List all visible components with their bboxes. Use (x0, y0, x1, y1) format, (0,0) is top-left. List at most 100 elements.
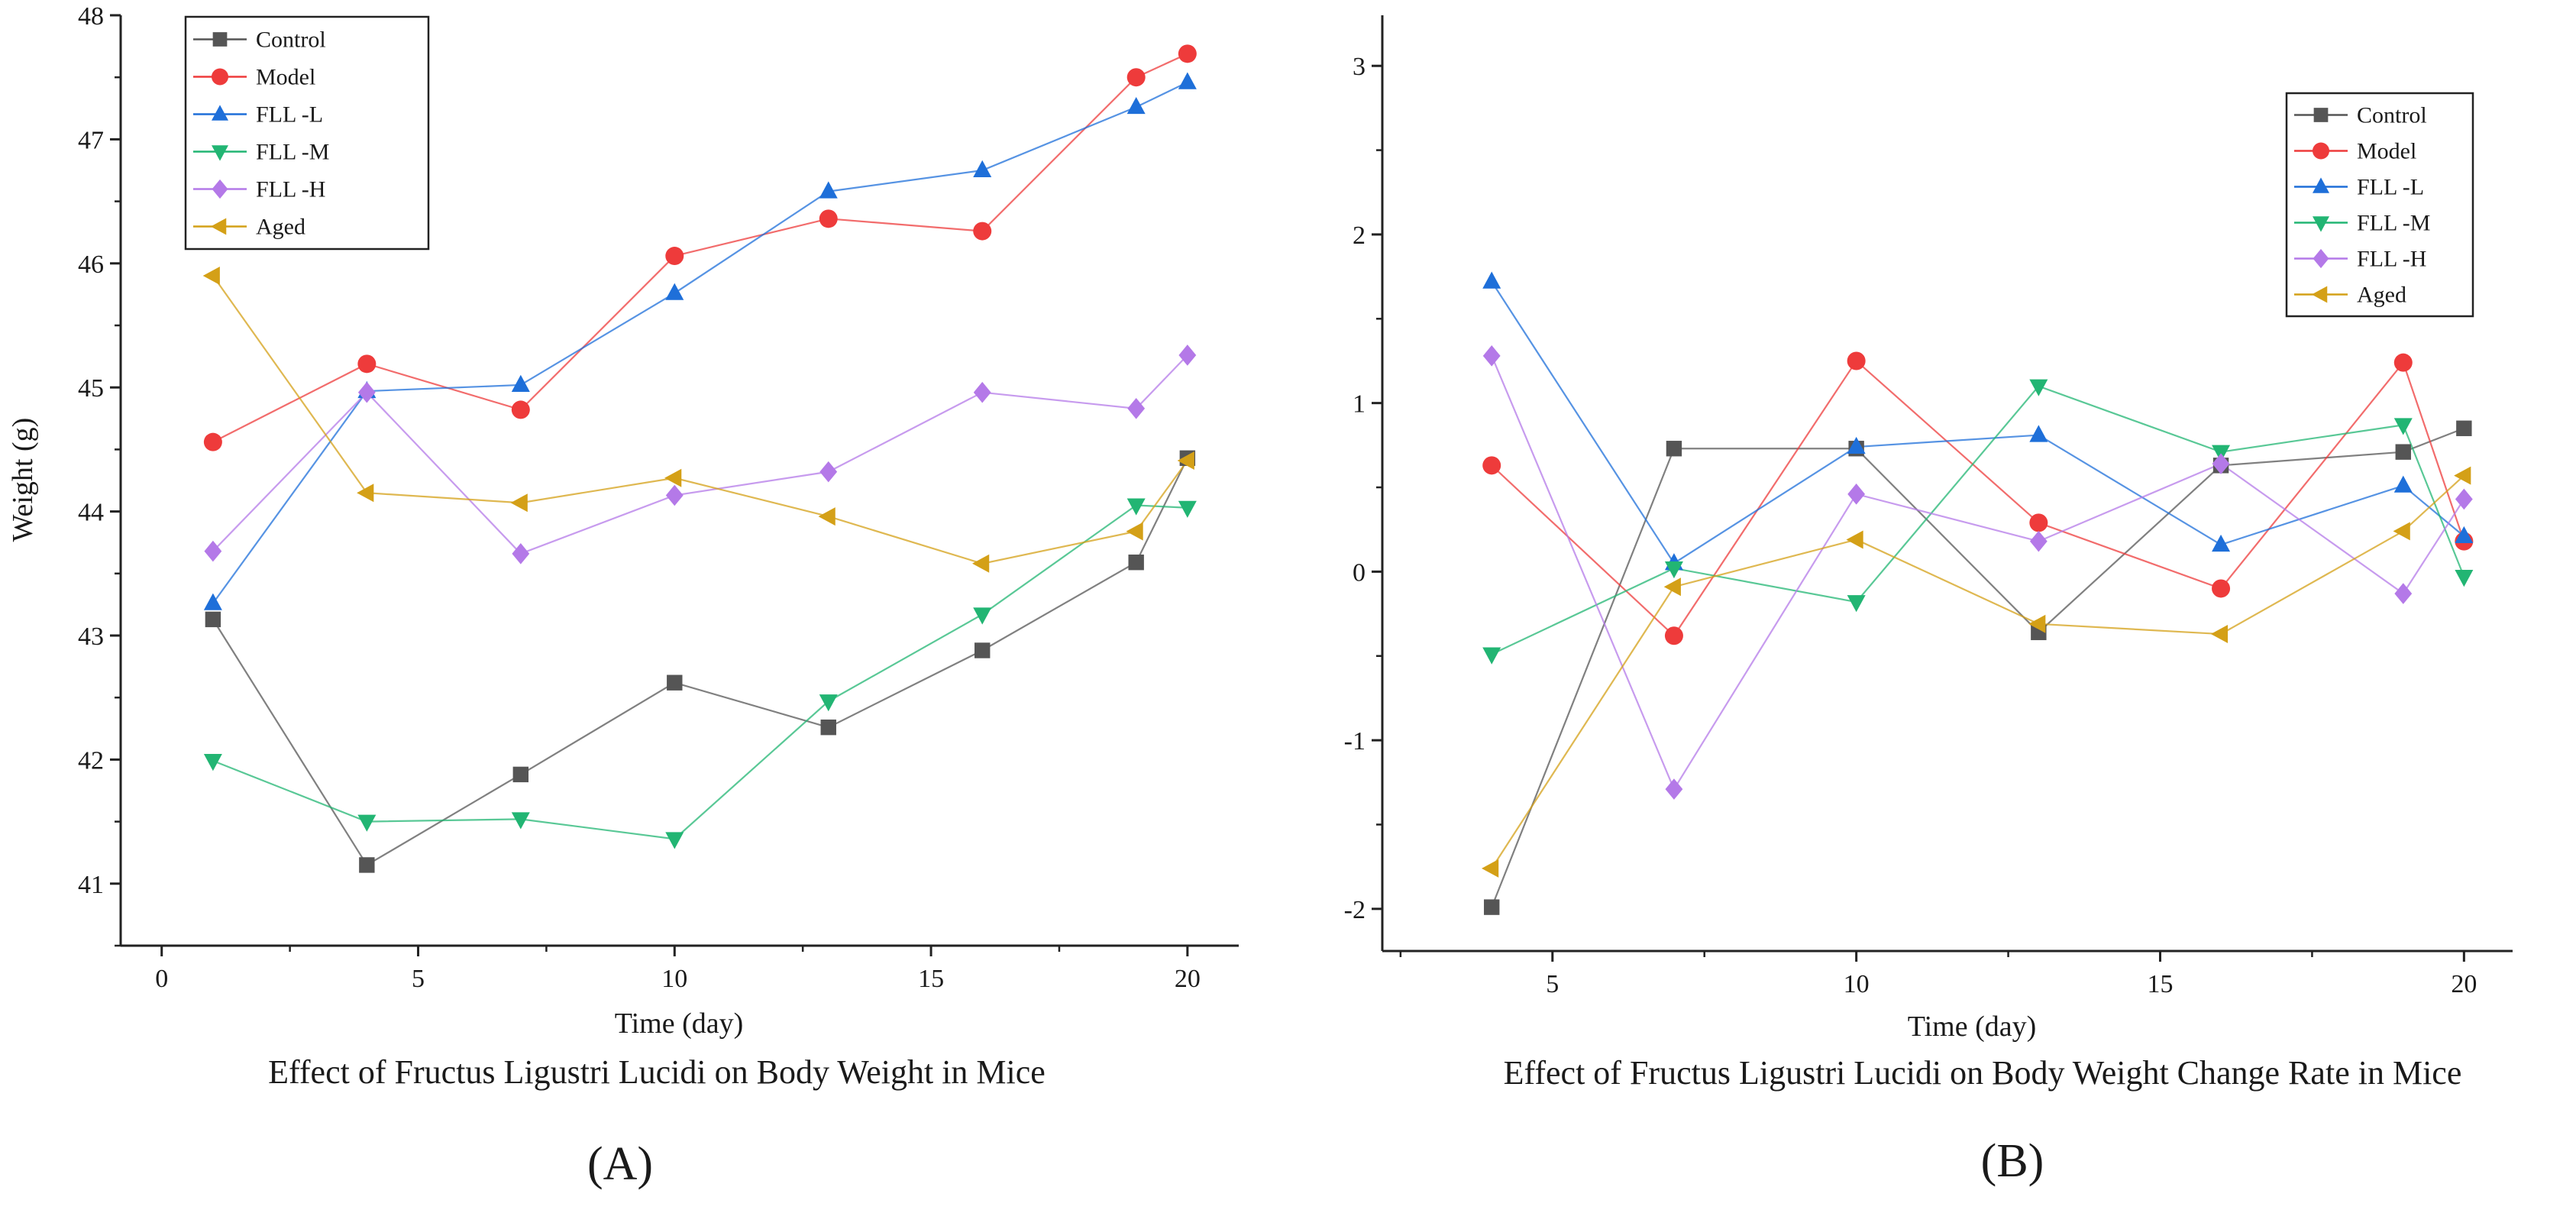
data-point-fll-l (511, 374, 530, 392)
data-point-aged (1846, 530, 1863, 549)
panel-b-x-axis-label: Time (day) (1908, 1011, 2037, 1043)
data-point-control (2456, 420, 2472, 436)
data-point-model (973, 222, 992, 241)
series-line-model (212, 53, 1188, 443)
x-tick-label: 0 (155, 965, 168, 993)
data-point-fll-h (357, 381, 376, 403)
legend-marker (2311, 286, 2328, 303)
data-point-fll-m (2393, 418, 2413, 435)
y-tick-label: 45 (78, 374, 104, 403)
x-tick-label: 15 (2147, 970, 2173, 998)
y-tick-label: 43 (78, 623, 104, 651)
data-point-fll-h (1482, 345, 1501, 367)
panel-b-legend: Control Model FLL -L FLL -M FLL -H Aged (2285, 92, 2474, 318)
data-point-control (1484, 899, 1500, 915)
legend-label: Model (2357, 139, 2416, 164)
data-point-aged (664, 468, 682, 487)
legend-marker (212, 179, 228, 199)
data-point-aged (2393, 522, 2410, 541)
x-tick-label: 5 (1546, 970, 1559, 998)
legend-label: FLL -H (256, 177, 325, 202)
series-line-fll-h (1491, 355, 2465, 791)
panel-a-chart: 0 5 10 15 20 41 42 43 44 45 46 47 48 Control Model FLL… (7, 2, 1239, 1190)
panel-b-chart: 5 10 15 20 -2 -1 0 1 2 3 Control Model FLL -L FLL -M… (1344, 15, 2513, 1187)
data-point-fll-m (203, 754, 222, 772)
data-point-fll-m (1482, 647, 1501, 665)
x-tick-label: 15 (918, 965, 944, 993)
legend-label: Aged (256, 215, 305, 240)
panel-a-legend: Control Model FLL -L FLL -M FLL -H Aged (184, 15, 430, 251)
y-tick-label: 46 (78, 251, 104, 279)
data-point-model (2212, 579, 2231, 598)
data-point-control (820, 719, 836, 736)
data-point-model (1664, 626, 1683, 645)
data-point-aged (510, 493, 528, 513)
data-point-fll-h (1127, 398, 1146, 419)
data-point-model (511, 400, 530, 419)
series-line-control (212, 458, 1188, 866)
series-line-fll-m (212, 504, 1188, 840)
series-line-fll-l (212, 81, 1188, 604)
data-point-fll-l (1126, 96, 1146, 115)
data-point-aged (2028, 614, 2046, 633)
data-point-model (2029, 513, 2048, 532)
data-point-fll-h (2212, 453, 2230, 474)
legend-marker (212, 32, 228, 47)
y-tick-label: -2 (1344, 896, 1366, 924)
legend-marker (212, 68, 228, 86)
series-line-fll-m (1491, 385, 2465, 655)
y-tick-label: 0 (1353, 558, 1366, 587)
data-point-fll-l (203, 593, 222, 610)
legend-marker (212, 145, 228, 161)
data-point-fll-l (2393, 475, 2413, 493)
legend-marker (210, 218, 227, 235)
data-point-control (667, 674, 683, 691)
data-point-model (1482, 456, 1501, 475)
data-point-aged (202, 267, 220, 286)
data-point-fll-m (357, 814, 377, 832)
x-tick-label: 10 (661, 965, 687, 993)
data-point-model (1126, 68, 1146, 87)
x-tick-label: 10 (1844, 970, 1870, 998)
data-point-fll-l (2029, 425, 2048, 442)
data-point-aged (818, 507, 836, 526)
y-tick-label: 48 (78, 2, 104, 31)
legend-label: FLL -M (256, 140, 329, 165)
data-point-aged (357, 484, 374, 503)
data-point-fll-h (2029, 530, 2048, 552)
x-tick-label: 20 (1175, 965, 1201, 993)
data-point-model (1847, 351, 1866, 370)
data-point-fll-l (1178, 72, 1197, 89)
data-point-fll-l (2455, 526, 2474, 544)
data-point-fll-m (511, 812, 530, 830)
data-point-fll-m (973, 607, 992, 625)
data-point-control (1128, 554, 1144, 571)
data-point-fll-l (665, 283, 684, 300)
y-tick-label: 1 (1353, 390, 1366, 419)
panel-b-title: Effect of Fructus Ligustri Lucidi on Bod… (1504, 1054, 2462, 1092)
legend-label: Model (256, 65, 315, 90)
data-point-model (1178, 44, 1197, 63)
legend-marker (2313, 248, 2329, 269)
legend-label: FLL -H (2357, 247, 2426, 272)
data-point-fll-l (819, 181, 838, 199)
data-point-fll-l (973, 160, 992, 177)
y-tick-label: 3 (1353, 53, 1366, 81)
data-point-control (1666, 441, 1682, 457)
legend-box (184, 15, 430, 251)
y-tick-label: 47 (78, 126, 104, 154)
legend-box (2285, 92, 2474, 318)
series-line-model (1491, 359, 2465, 637)
data-point-fll-h (1178, 345, 1197, 366)
data-point-fll-m (1664, 561, 1683, 579)
series-line-fll-h (212, 354, 1188, 555)
legend-label: FLL -M (2357, 211, 2430, 236)
x-tick-label: 20 (2451, 970, 2477, 998)
data-point-model (665, 247, 684, 266)
legend-marker (212, 105, 228, 121)
data-point-control (359, 857, 375, 873)
y-tick-label: 2 (1353, 222, 1366, 250)
data-point-model (2393, 353, 2413, 372)
data-point-fll-h (204, 540, 222, 562)
data-point-aged (1482, 859, 1499, 878)
